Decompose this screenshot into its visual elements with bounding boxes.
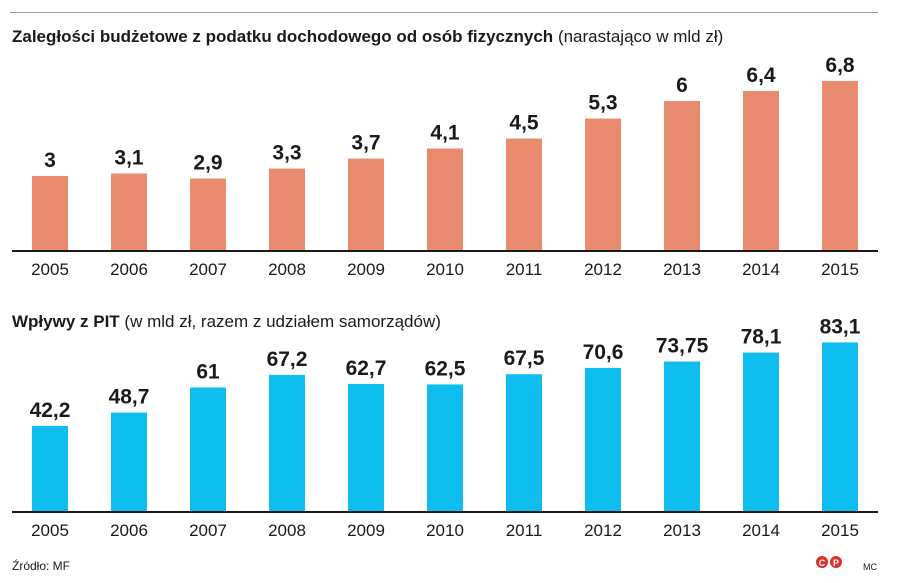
bar-2012: [585, 367, 621, 512]
bar-2008: [269, 374, 305, 512]
x-tick-2012: 2012: [584, 260, 622, 279]
publisher-logo: C P: [815, 555, 845, 574]
bar-2005: [32, 425, 68, 512]
data-label-2005: 3: [44, 149, 56, 172]
x-tick-2014: 2014: [742, 521, 780, 540]
x-tick-2007: 2007: [189, 521, 227, 540]
data-label-2009: 3,7: [351, 132, 380, 155]
source-note: Źródło: MF: [12, 559, 71, 573]
data-label-2007: 2,9: [193, 152, 222, 175]
x-tick-2006: 2006: [110, 260, 148, 279]
x-tick-2013: 2013: [663, 260, 701, 279]
bar-2013: [664, 101, 700, 251]
data-label-2011: 67,5: [504, 347, 545, 370]
cp-logo-icon: C P: [816, 556, 842, 568]
bar-2006: [111, 173, 147, 251]
bar-2015: [822, 342, 858, 512]
x-tick-2015: 2015: [821, 521, 859, 540]
data-label-2012: 70,6: [583, 341, 624, 364]
x-tick-2010: 2010: [426, 260, 464, 279]
x-tick-2011: 2011: [506, 521, 543, 540]
chart-title-pit-revenue: Wpływy z PIT (w mld zł, razem z udziałem…: [12, 312, 441, 332]
data-label-2006: 48,7: [109, 386, 150, 409]
data-label-2009: 62,7: [346, 357, 387, 380]
x-tick-2009: 2009: [347, 260, 385, 279]
chart-title-arrears: Zaległości budżetowe z podatku dochodowe…: [12, 27, 723, 47]
data-label-2014: 78,1: [741, 326, 782, 349]
svg-text:C: C: [819, 558, 826, 568]
top-divider: [10, 12, 878, 13]
data-label-2012: 5,3: [588, 92, 617, 115]
data-label-2007: 61: [196, 361, 220, 384]
data-label-2014: 6,4: [746, 64, 776, 87]
bar-2009: [348, 384, 384, 512]
x-tick-2005: 2005: [31, 260, 69, 279]
bar-2010: [427, 148, 463, 251]
bar-2014: [743, 91, 779, 251]
x-tick-2009: 2009: [347, 521, 385, 540]
bar-2009: [348, 158, 384, 251]
title-main: Wpływy z PIT: [12, 312, 120, 331]
bar-2011: [506, 374, 542, 512]
bar-2012: [585, 118, 621, 251]
svg-text:P: P: [833, 558, 839, 568]
data-label-2015: 83,1: [820, 315, 861, 338]
title-subtitle: (narastająco w mld zł): [557, 27, 724, 46]
bar-2014: [743, 352, 779, 512]
bar-2011: [506, 138, 542, 251]
x-tick-2012: 2012: [584, 521, 622, 540]
bar-2010: [427, 384, 463, 512]
x-tick-2007: 2007: [189, 260, 227, 279]
data-label-2011: 4,5: [509, 112, 539, 135]
x-tick-2006: 2006: [110, 521, 148, 540]
bar-2008: [269, 168, 305, 251]
data-label-2013: 6: [676, 74, 688, 97]
data-label-2010: 4,1: [430, 122, 460, 145]
bar-2007: [190, 387, 226, 512]
x-tick-2010: 2010: [426, 521, 464, 540]
data-label-2008: 67,2: [267, 348, 308, 371]
data-label-2013: 73,75: [656, 335, 709, 358]
data-label-2006: 3,1: [114, 147, 144, 170]
bar-chart-pit-revenue: 42,2 2005 48,7 2006 61 2007 67,2 2008 62,7 2009 62…: [12, 315, 878, 540]
data-label-2010: 62,5: [425, 357, 466, 380]
x-tick-2014: 2014: [742, 260, 780, 279]
data-label-2008: 3,3: [272, 142, 301, 165]
data-label-2005: 42,2: [30, 399, 71, 422]
author-initials: MC: [863, 562, 877, 572]
x-tick-2011: 2011: [506, 260, 543, 279]
x-tick-2008: 2008: [268, 521, 306, 540]
title-subtitle: (w mld zł, razem z udziałem samorządów): [124, 312, 441, 331]
x-tick-2008: 2008: [268, 260, 306, 279]
title-main: Zaległości budżetowe z podatku dochodowe…: [12, 27, 554, 46]
bar-chart-arrears: 3 2005 3,1 2006 2,9 2007 3,3 2008 3,7 2009 4,1 2010…: [12, 54, 878, 279]
bar-2006: [111, 412, 147, 512]
bar-2015: [822, 81, 858, 251]
x-tick-2015: 2015: [821, 260, 859, 279]
data-label-2015: 6,8: [825, 54, 855, 77]
bar-2013: [664, 361, 700, 512]
x-tick-2013: 2013: [663, 521, 701, 540]
bar-2005: [32, 176, 68, 251]
bar-2007: [190, 178, 226, 251]
x-tick-2005: 2005: [31, 521, 69, 540]
